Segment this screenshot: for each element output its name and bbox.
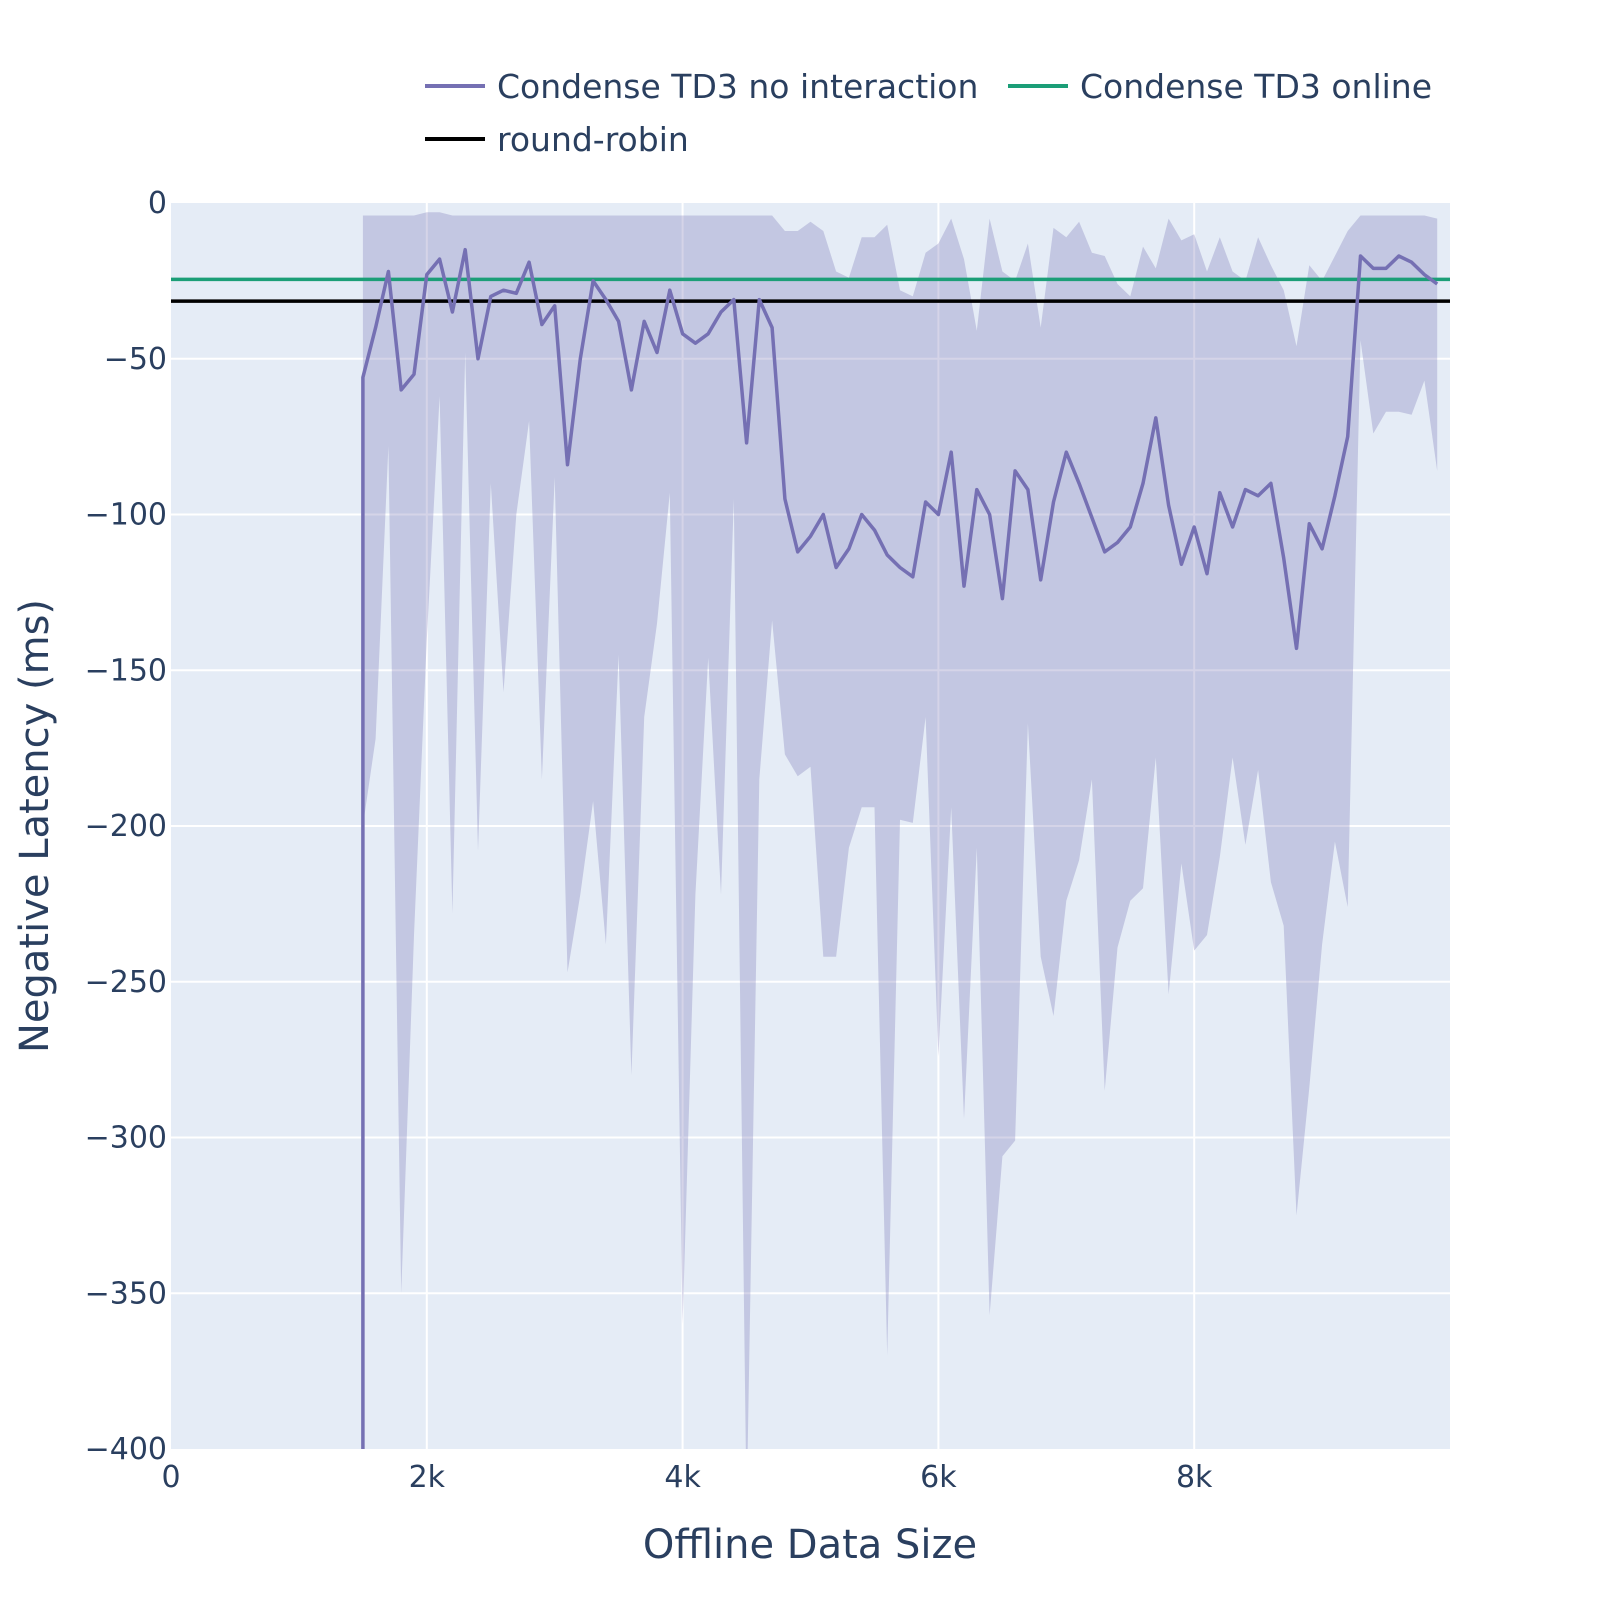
x-tick-label: 0 [161,1460,180,1495]
y-tick-label: −100 [85,498,167,533]
series-layer [171,212,1450,1449]
y-tick-label: 0 [148,186,167,221]
x-tick-label: 6k [920,1460,957,1495]
gridlines [171,203,1450,1449]
x-tick-label: 8k [1176,1460,1213,1495]
legend-label-online: Condense TD3 online [1080,67,1432,106]
y-tick-label: −250 [85,965,167,1000]
x-tick-label: 4k [664,1460,701,1495]
legend: Condense TD3 no interaction Condense TD3… [425,67,1432,159]
y-tick-label: −300 [85,1121,167,1156]
no-interaction-confidence-band [362,212,1438,1449]
y-tick-label: −350 [85,1276,167,1311]
y-tick-label: −150 [85,653,167,688]
x-axis-title: Offline Data Size [643,1522,977,1568]
y-axis-title: Negative Latency (ms) [12,599,58,1053]
y-axis-ticks: 0 −50 −100 −150 −200 −250 −300 −350 −400 [85,186,167,1467]
legend-item-online[interactable]: Condense TD3 online [1008,67,1432,106]
x-tick-label: 2k [409,1460,446,1495]
legend-label-no-interaction: Condense TD3 no interaction [497,67,978,106]
y-tick-label: −50 [104,342,167,377]
legend-label-round-robin: round-robin [497,120,689,159]
y-tick-label: −200 [85,809,167,844]
y-tick-label: −400 [85,1432,167,1467]
no-interaction-mean-line [361,247,1439,1449]
legend-item-round-robin[interactable]: round-robin [425,120,689,159]
legend-item-no-interaction[interactable]: Condense TD3 no interaction [425,67,978,106]
x-axis-ticks: 0 2k 4k 6k 8k [161,1460,1213,1495]
